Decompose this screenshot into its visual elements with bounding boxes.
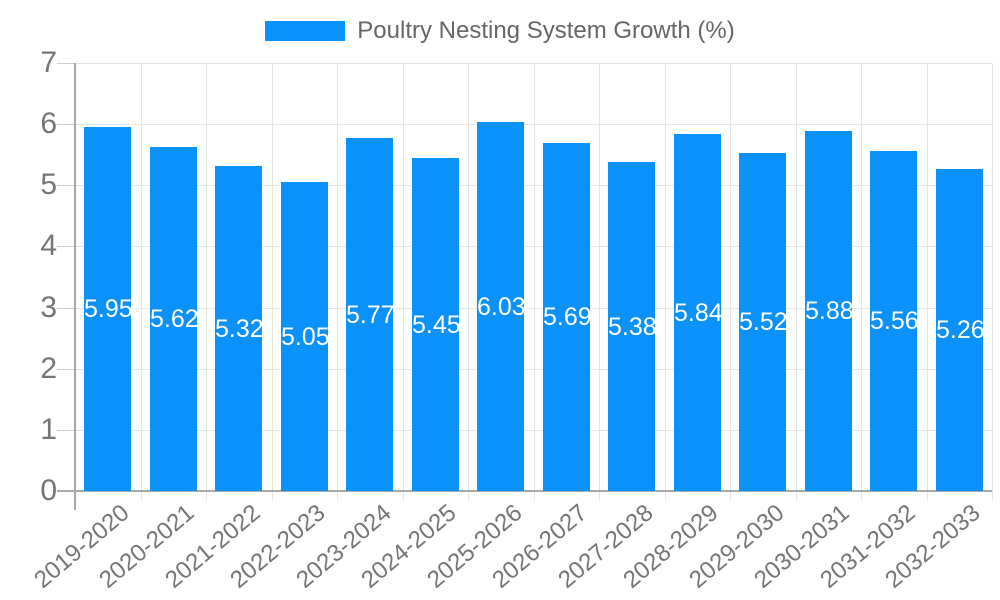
bar-value-label: 5.95	[84, 295, 133, 323]
v-gridline	[337, 63, 338, 501]
bar: 5.88	[805, 131, 854, 491]
v-gridline	[992, 63, 993, 501]
bar-value-label: 5.32	[215, 315, 264, 343]
y-axis-tick-label: 0	[40, 474, 57, 507]
bar-value-label: 5.88	[805, 297, 854, 325]
bar: 5.05	[281, 182, 330, 491]
bar-value-label: 5.45	[412, 311, 461, 339]
bar-value-label: 6.03	[477, 293, 526, 321]
bar: 5.38	[608, 162, 657, 491]
bar-value-label: 5.26	[936, 316, 985, 344]
bar: 5.32	[215, 166, 264, 491]
bar-value-label: 5.69	[543, 303, 592, 331]
bar: 5.95	[84, 127, 133, 491]
v-gridline	[796, 63, 797, 501]
v-gridline	[403, 63, 404, 501]
y-axis-line	[74, 63, 76, 510]
y-axis-tick	[57, 246, 75, 247]
y-axis-tick	[57, 369, 75, 370]
x-axis-line	[57, 490, 992, 492]
y-axis-tick-label: 4	[40, 229, 57, 262]
bar-value-label: 5.52	[739, 308, 788, 336]
bar: 5.84	[674, 134, 723, 491]
y-axis-tick-label: 6	[40, 107, 57, 140]
v-gridline	[206, 63, 207, 501]
y-axis-tick	[57, 308, 75, 309]
legend-label: Poultry Nesting System Growth (%)	[357, 17, 735, 44]
h-gridline	[75, 246, 992, 247]
bar-value-label: 5.56	[870, 307, 919, 335]
bar-value-label: 5.84	[674, 299, 723, 327]
h-gridline	[75, 369, 992, 370]
v-gridline	[861, 63, 862, 501]
y-axis-tick-label: 3	[40, 291, 57, 324]
y-axis-tick-label: 1	[40, 413, 57, 446]
v-gridline	[141, 63, 142, 501]
bar: 6.03	[477, 122, 526, 491]
y-axis-tick	[57, 430, 75, 431]
bar-value-label: 5.62	[150, 305, 199, 333]
y-axis-tick-label: 7	[40, 46, 57, 79]
y-axis-tick	[57, 63, 75, 64]
bar: 5.45	[412, 158, 461, 491]
bar-value-label: 5.05	[281, 323, 330, 351]
bar-value-label: 5.38	[608, 313, 657, 341]
h-gridline	[75, 63, 992, 64]
v-gridline	[599, 63, 600, 501]
h-gridline	[75, 308, 992, 309]
bar: 5.26	[936, 169, 985, 491]
v-gridline	[534, 63, 535, 501]
v-gridline	[272, 63, 273, 501]
y-axis-tick	[57, 185, 75, 186]
bar: 5.69	[543, 143, 592, 491]
v-gridline	[665, 63, 666, 501]
bar-value-label: 5.77	[346, 301, 395, 329]
h-gridline	[75, 185, 992, 186]
bar: 5.62	[150, 147, 199, 491]
bar: 5.56	[870, 151, 919, 491]
h-gridline	[75, 124, 992, 125]
legend-color-swatch	[265, 21, 346, 41]
h-gridline	[75, 430, 992, 431]
y-axis-tick-label: 5	[40, 168, 57, 201]
chart-legend[interactable]: Poultry Nesting System Growth (%)	[0, 16, 1000, 46]
y-axis-tick-label: 2	[40, 352, 57, 385]
y-axis-tick	[57, 124, 75, 125]
v-gridline	[468, 63, 469, 501]
v-gridline	[927, 63, 928, 501]
v-gridline	[730, 63, 731, 501]
bar: 5.77	[346, 138, 395, 491]
bar: 5.52	[739, 153, 788, 491]
